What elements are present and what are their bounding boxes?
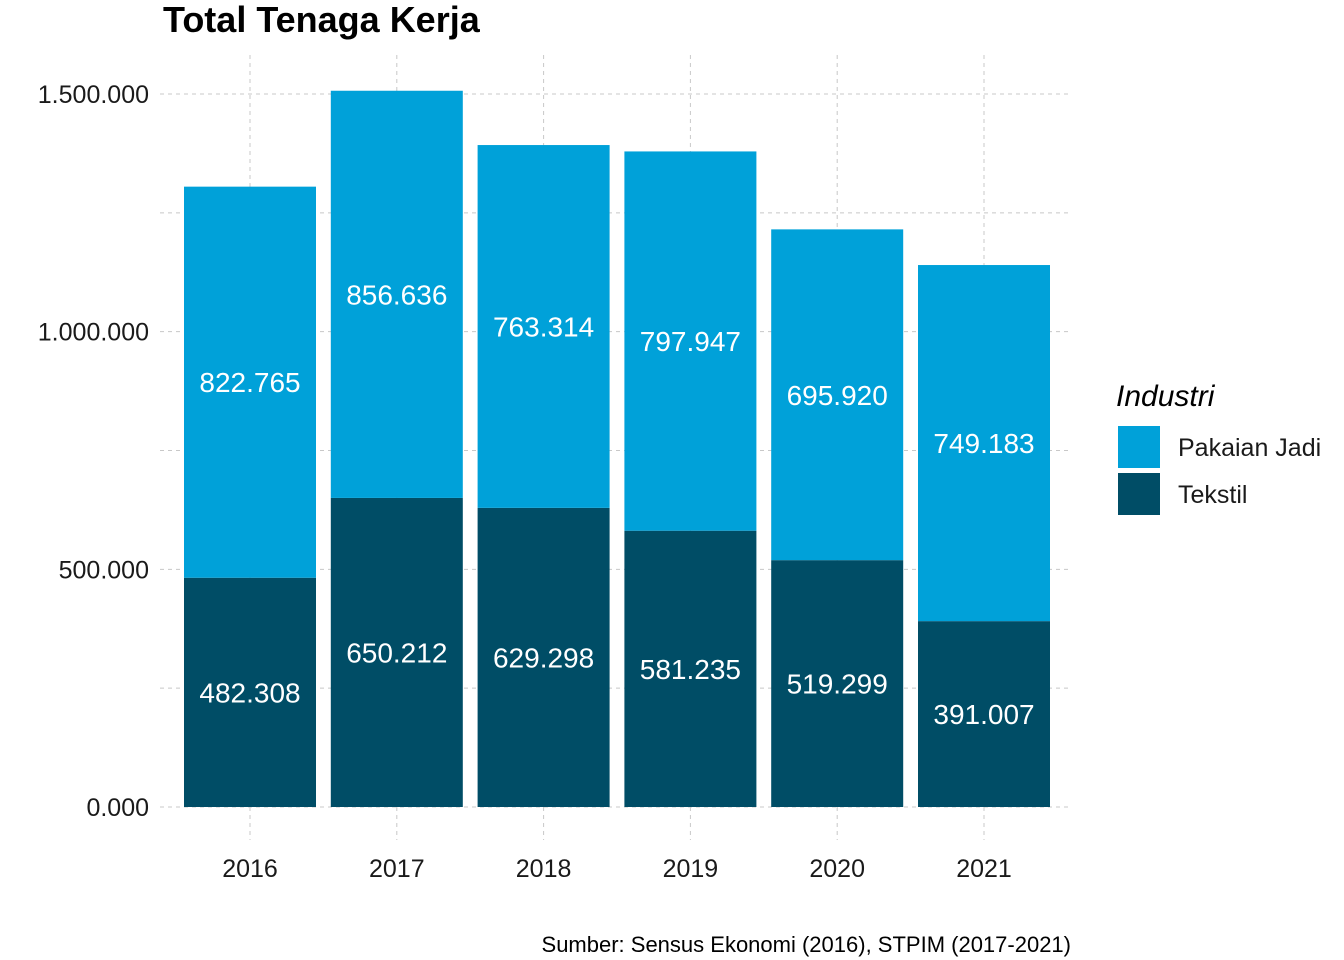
x-tick-label: 2016 (222, 855, 278, 883)
bar-tekstil-2017 (330, 497, 463, 807)
legend-key (1118, 473, 1160, 515)
x-tick-label: 2021 (956, 855, 1012, 883)
data-label: 482.308 (199, 677, 300, 708)
legend-label: Tekstil (1178, 481, 1247, 509)
data-label: 650.212 (346, 637, 447, 668)
data-label: 629.298 (493, 642, 594, 673)
chart-caption: Sumber: Sensus Ekonomi (2016), STPIM (20… (542, 932, 1071, 957)
bar-labels: 482.308 822.765 650.212 856.636 629.298 763.3… (199, 279, 1034, 730)
y-tick-label: 0.000 (86, 794, 149, 822)
data-label: 856.636 (346, 279, 447, 310)
bar-tekstil-2019 (624, 530, 757, 807)
legend-key (1118, 426, 1160, 468)
data-label: 822.765 (199, 367, 300, 398)
x-tick-label: 2017 (369, 855, 425, 883)
y-axis: 0.000 500.000 1.000.000 1.500.000 (38, 81, 149, 822)
x-axis: 2016 2017 2018 2019 2020 2021 (222, 855, 1012, 883)
data-label: 391.007 (933, 699, 1034, 730)
data-label: 749.183 (933, 428, 1034, 459)
y-tick-label: 1.500.000 (38, 81, 149, 109)
bar-pakaian-jadi-2017 (330, 90, 463, 498)
data-label: 695.920 (787, 380, 888, 411)
x-tick-label: 2020 (809, 855, 865, 883)
bar-tekstil-2016 (184, 577, 316, 807)
bar-tekstil-2018 (477, 507, 610, 807)
bar-tekstil-2020 (771, 560, 904, 807)
y-tick-label: 500.000 (59, 556, 149, 584)
bar-tekstil-2021 (918, 621, 1050, 807)
bar-pakaian-jadi-2016 (184, 186, 316, 578)
data-label: 519.299 (787, 669, 888, 700)
bar-pakaian-jadi-2021 (918, 265, 1050, 622)
bar-pakaian-jadi-2019 (624, 151, 757, 531)
bar-pakaian-jadi-2018 (477, 145, 610, 508)
legend: Industri Pakaian Jadi Tekstil (1116, 380, 1321, 515)
x-tick-label: 2018 (516, 855, 572, 883)
legend-label: Pakaian Jadi (1178, 434, 1321, 462)
bar-pakaian-jadi-2020 (771, 229, 904, 561)
data-label: 581.235 (640, 654, 741, 685)
x-tick-label: 2019 (663, 855, 719, 883)
chart-title: Total Tenaga Kerja (163, 0, 481, 40)
bars (184, 90, 1050, 807)
legend-title: Industri (1116, 380, 1216, 413)
data-label: 797.947 (640, 326, 741, 357)
y-tick-label: 1.000.000 (38, 319, 149, 347)
data-label: 763.314 (493, 311, 594, 342)
